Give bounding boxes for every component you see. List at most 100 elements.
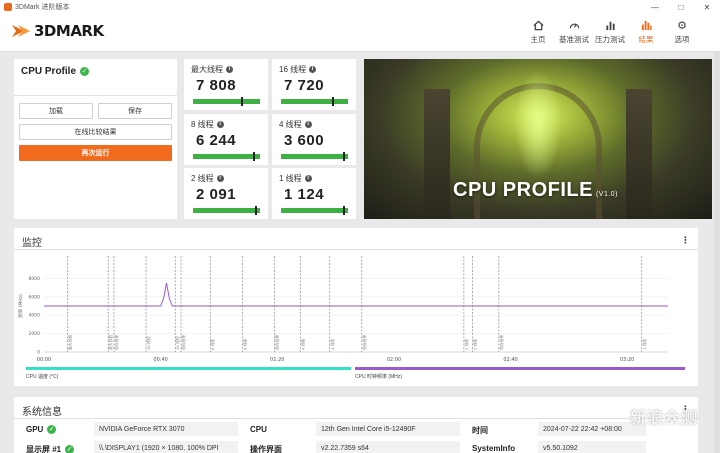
phase-marker-label: 保存结果 (114, 335, 119, 350)
info-icon[interactable]: i (216, 121, 224, 128)
score-label-text: 1 线程 (279, 174, 302, 183)
x-tick-label: 01:20 (270, 357, 284, 363)
nav-results-label: 结果 (638, 35, 654, 44)
phase-marker-label: 保存结果 (274, 335, 279, 350)
scrollbar[interactable] (714, 52, 720, 453)
phase-marker-label: 8 线程 (242, 339, 247, 350)
phase-marker-label: 16 线程 (175, 336, 180, 350)
score-label: 8 线程 i (191, 119, 224, 130)
nav-home[interactable]: 主页 (520, 18, 556, 45)
phase-marker-label: 4 线程 (330, 339, 335, 350)
info-icon[interactable]: i (309, 66, 317, 73)
score-marker (343, 152, 346, 161)
sysinfo-key-text: GPU (26, 425, 44, 434)
score-label: 最大线程 i (191, 64, 233, 75)
score-bar (193, 152, 260, 161)
phase-marker-label: 4 线程 (301, 339, 306, 350)
divider (14, 249, 698, 250)
score-value: 3 600 (284, 132, 325, 149)
profile-title-text: CPU Profile (21, 66, 77, 77)
score-label-text: 2 线程 (191, 174, 214, 183)
home-icon (532, 18, 544, 32)
logo: 3DMARK (12, 22, 104, 40)
check-icon: ✓ (80, 67, 90, 76)
profile-card: CPU Profile ✓ 加载 保存 在线比较结果 再次运行 (14, 59, 177, 219)
phase-marker-label: 最大线程 (108, 335, 113, 350)
phase-marker-label: 保存结果 (499, 335, 504, 350)
minimize-icon[interactable]: — (651, 2, 659, 12)
window-controls: — □ ✕ (642, 0, 720, 14)
nav-stress-tests[interactable]: 压力测试 (592, 18, 628, 45)
x-tick-label: 02:40 (503, 357, 517, 363)
sysinfo-key-gpu: GPU ✓ (26, 425, 57, 434)
nav-home-label: 主页 (530, 35, 546, 44)
banner-pillar (424, 89, 450, 219)
banner-title-text: CPU PROFILE (453, 179, 593, 201)
score-marker (241, 97, 244, 106)
gauge-icon (569, 18, 580, 32)
score-label: 4 线程 i (279, 119, 312, 130)
score-value: 7 720 (284, 77, 325, 94)
close-icon[interactable]: ✕ (703, 2, 711, 12)
legend-temperature: CPU 温度 (°C) (26, 374, 59, 380)
system-info-panel: 系统信息 ⋮ GPU ✓ NVIDIA GeForce RTX 3070 CPU … (14, 397, 698, 453)
score-card-8-threads: 8 线程 i 6 244 (184, 114, 268, 165)
legend-clock: CPU 时钟频率 (MHz) (355, 374, 402, 380)
sysinfo-value-time: 2024-07-22 22:42 +08:00 (538, 422, 646, 436)
nav-options-label: 选项 (674, 35, 690, 44)
legend-bar-temperature (26, 367, 351, 370)
score-label-text: 最大线程 (191, 65, 223, 74)
sysinfo-title: 系统信息 (22, 407, 62, 418)
score-value: 6 244 (196, 132, 237, 149)
y-tick-label: 4000 (29, 313, 41, 319)
score-value: 1 124 (284, 186, 325, 203)
sysinfo-key-gui: 操作界面 (250, 445, 282, 453)
banner-title: CPU PROFILE (V1.0) (453, 179, 618, 202)
sysinfo-key-text: 显示屏 #1 (26, 445, 62, 453)
y-tick-label: 8000 (29, 276, 41, 282)
score-value: 2 091 (196, 186, 237, 203)
monitoring-panel: 监控 ⋮ 频率 (MHz) 8000 6000 4000 2000 0 00:00 00:40… (14, 228, 698, 386)
score-label: 1 线程 i (279, 173, 312, 184)
save-button[interactable]: 保存 (98, 103, 172, 119)
sysinfo-key-systeminfo: SystemInfo (472, 444, 516, 453)
score-label-text: 8 线程 (191, 120, 214, 129)
legend-bar-clock (355, 367, 685, 370)
sysinfo-value-gpu: NVIDIA GeForce RTX 3070 (94, 422, 238, 436)
maximize-icon[interactable]: □ (678, 2, 684, 12)
gear-icon: ⚙ (677, 19, 687, 32)
score-card-16-threads: 16 线程 i 7 720 (272, 59, 356, 110)
more-options-icon[interactable]: ⋮ (681, 404, 690, 414)
check-icon: ✓ (47, 425, 57, 434)
nav-stress-tests-label: 压力测试 (595, 35, 625, 44)
nav-results[interactable]: 结果 (628, 18, 664, 45)
score-card-2-threads: 2 线程 i 2 091 (184, 168, 268, 219)
more-options-icon[interactable]: ⋮ (681, 235, 690, 245)
run-again-button[interactable]: 再次运行 (19, 145, 172, 161)
cpu-profile-banner: CPU PROFILE (V1.0) (364, 59, 712, 219)
load-button[interactable]: 加载 (19, 103, 93, 119)
nav-options[interactable]: ⚙ 选项 (664, 18, 700, 45)
info-icon[interactable]: i (226, 66, 233, 73)
phase-marker-label: 2 线程 (473, 339, 478, 350)
app-header: 3DMARK 主页 基准测试 压力测试 结果 ⚙ (0, 14, 720, 52)
nav-benchmarks[interactable]: 基准测试 (556, 18, 592, 45)
info-icon[interactable]: i (304, 175, 312, 182)
sysinfo-key-display: 显示屏 #1 ✓ (26, 444, 75, 453)
x-tick-label: 02:00 (387, 357, 401, 363)
info-icon[interactable]: i (304, 121, 312, 128)
profile-title: CPU Profile ✓ (21, 66, 90, 77)
phase-marker-label: 最大线程 (67, 335, 72, 350)
score-bar (193, 97, 260, 106)
score-bar (281, 97, 348, 106)
info-icon[interactable]: i (216, 175, 224, 182)
score-bar (193, 206, 260, 215)
compare-online-button[interactable]: 在线比较结果 (19, 124, 172, 140)
score-card-4-threads: 4 线程 i 3 600 (272, 114, 356, 165)
sysinfo-value-display: \\.\DISPLAY1 (1920 × 1080, 100% DPI (94, 441, 238, 453)
sysinfo-key-cpu: CPU (250, 425, 267, 434)
banner-pillar (626, 89, 652, 219)
divider (14, 95, 177, 96)
score-marker (331, 97, 334, 106)
score-card-max-threads: 最大线程 i 7 808 (184, 59, 268, 110)
